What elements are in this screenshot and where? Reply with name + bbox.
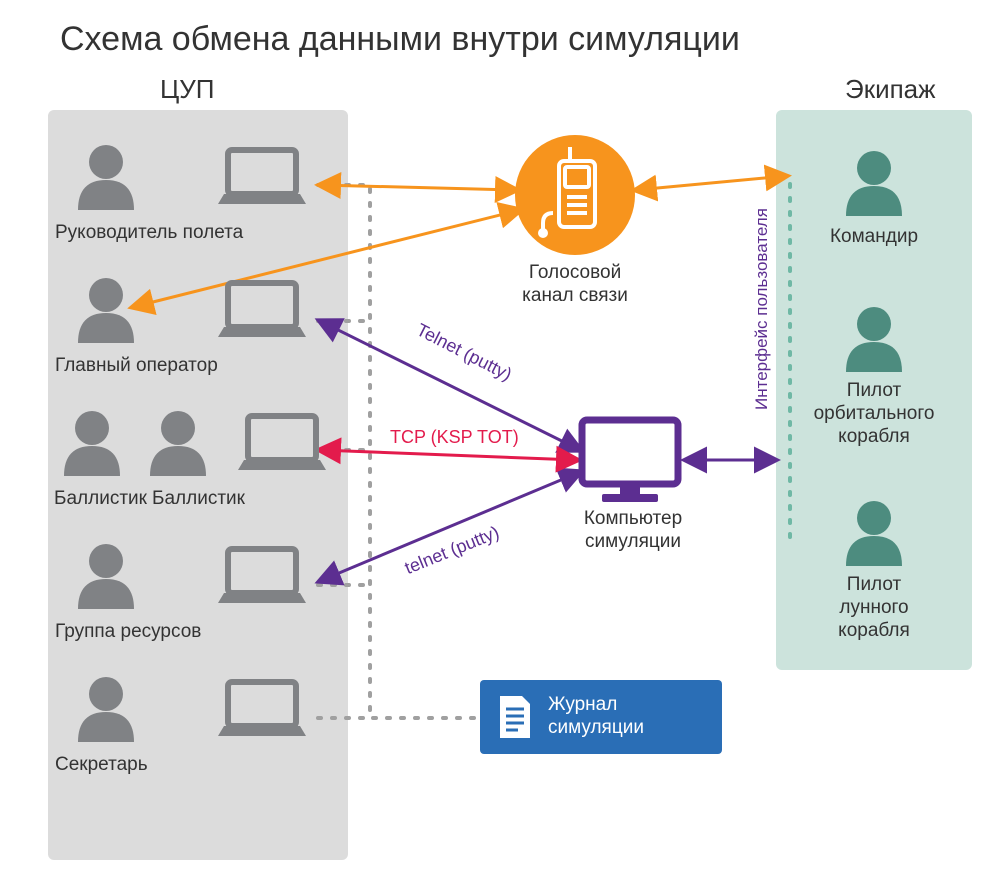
label-ballistics-2: Баллистик (152, 488, 252, 510)
annot-telnet-top: Telnet (putty) (413, 320, 515, 386)
label-orbital-pilot: Пилот орбитального корабля (784, 380, 964, 448)
label-lunar-pilot: Пилот лунного корабля (784, 574, 964, 642)
page-title: Схема обмена данными внутри симуляции (60, 20, 740, 59)
label-main-operator: Главный оператор (55, 355, 275, 377)
sim-pc-node (582, 420, 678, 502)
annot-tcp: TCP (KSP TOT) (390, 427, 519, 448)
annot-telnet-bottom: telnet (putty) (402, 522, 503, 579)
voice-node (515, 135, 635, 255)
label-ballistics-1: Баллистик (54, 488, 154, 510)
section-header-crew: Экипаж (845, 74, 936, 105)
journal-node: Журнал симуляции (480, 680, 722, 754)
label-commander: Командир (784, 226, 964, 248)
annot-ui: Интерфейс пользователя (752, 208, 772, 410)
label-secretary: Секретарь (55, 754, 275, 776)
journal-label: Журнал симуляции (548, 694, 644, 740)
document-icon (496, 694, 534, 740)
sim-pc-label: Компьютер симуляции (558, 508, 708, 554)
section-header-mcc: ЦУП (160, 74, 214, 105)
label-flight-director: Руководитель полета (55, 222, 275, 244)
edges-red (320, 450, 577, 460)
voice-label: Голосовой канал связи (505, 262, 645, 308)
label-resource-group: Группа ресурсов (55, 621, 275, 643)
